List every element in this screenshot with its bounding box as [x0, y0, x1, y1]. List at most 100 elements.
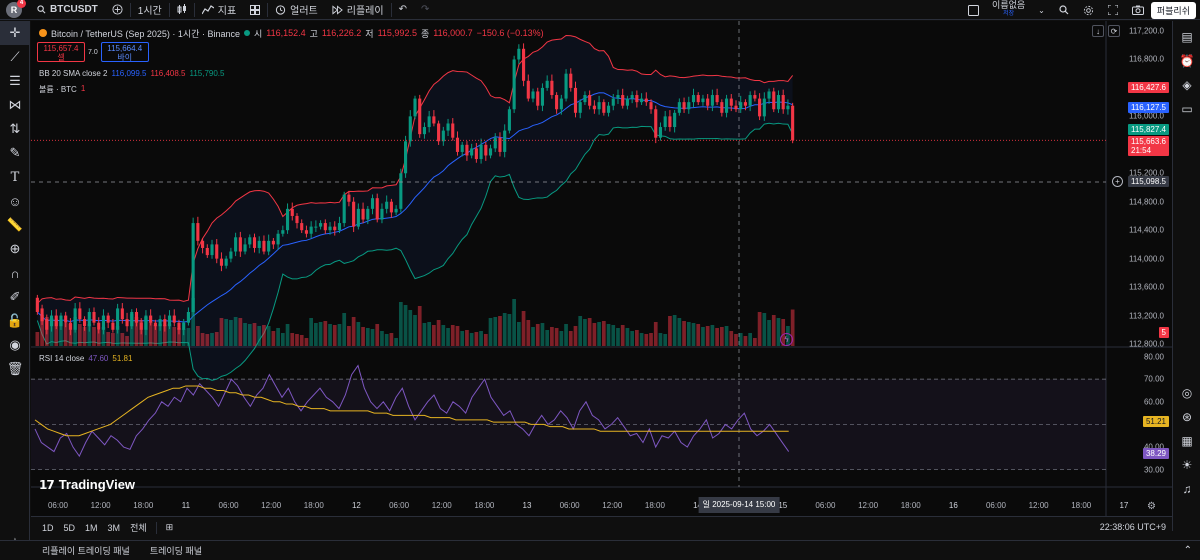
range-5d[interactable]: 5D: [63, 522, 76, 533]
emoji-tool[interactable]: ☺: [0, 189, 30, 213]
chat-button[interactable]: ▭: [1173, 97, 1200, 121]
candle-body: [432, 116, 436, 124]
lightning-icon[interactable]: ϟ: [780, 333, 793, 346]
symbol-search-button[interactable]: BTCUSDT: [30, 0, 105, 20]
measure-tool[interactable]: 📏: [0, 213, 30, 237]
collapse-panel-icon[interactable]: ⌃: [1183, 545, 1192, 556]
volume-bar: [502, 313, 507, 346]
range-1m[interactable]: 1M: [85, 522, 98, 533]
ideas-button[interactable]: ☀: [1173, 453, 1200, 477]
hotlist-button[interactable]: ◎: [1173, 381, 1200, 405]
chart-canvas[interactable]: [31, 21, 1172, 516]
fib-tool[interactable]: ☰: [0, 69, 30, 93]
candle-body: [739, 102, 743, 110]
notifications-button[interactable]: ♫: [1173, 477, 1200, 501]
volume-bar: [328, 324, 332, 346]
volume-bar: [776, 318, 781, 346]
volume-bar: [247, 324, 252, 346]
candle-body: [366, 208, 370, 220]
candle-body: [238, 237, 242, 252]
layout-menu-button[interactable]: ⌄: [1031, 0, 1052, 20]
volume-bar: [743, 336, 748, 346]
rsi-legend[interactable]: RSI 14 close 47.60 51.81: [39, 354, 133, 363]
text-tool[interactable]: T: [0, 165, 30, 189]
range-3m[interactable]: 3M: [107, 522, 121, 533]
trend-line-tool[interactable]: ⟋: [0, 45, 30, 69]
chart-pane[interactable]: Bitcoin / TetherUS (Sep 2025) · 1시간 · Bi…: [31, 21, 1172, 516]
sell-button[interactable]: 115,657.4 셀: [37, 42, 85, 62]
arrow-down-icon[interactable]: ↓: [1092, 25, 1104, 37]
chart-type-button[interactable]: [170, 0, 194, 20]
layout-name-button[interactable]: 이름없음 저장: [992, 0, 1026, 18]
time-tick-label: 12:00: [431, 501, 452, 510]
volume-bar: [262, 325, 266, 346]
volume-bar: [177, 328, 181, 346]
candle-body: [507, 109, 511, 131]
layout-toggle-button[interactable]: [961, 0, 986, 20]
indicators-button[interactable]: 지표: [195, 0, 243, 20]
volume-bar: [82, 327, 87, 346]
candle-body: [531, 91, 535, 99]
alerts-panel-button[interactable]: ⏰: [1173, 49, 1200, 73]
volume-bar: [512, 299, 516, 346]
chevron-down-icon: ⌄: [1038, 5, 1045, 15]
quick-search-button[interactable]: [1052, 0, 1076, 20]
clock-timezone[interactable]: 22:38:06 UTC+9: [1099, 522, 1166, 532]
volume-bar: [200, 333, 205, 346]
brush-tool[interactable]: ✎: [0, 141, 30, 165]
range-1d[interactable]: 1D: [42, 522, 54, 533]
volume-bar: [611, 325, 616, 346]
volume-bar: [63, 323, 68, 346]
refresh-icon[interactable]: ⟳: [1108, 25, 1120, 37]
date-range-button[interactable]: ⊞: [161, 522, 179, 533]
add-alert-icon[interactable]: +: [1112, 176, 1123, 187]
candle-body: [347, 194, 351, 202]
axis-settings-icon[interactable]: ⚙: [1147, 501, 1156, 512]
settings-button[interactable]: [1076, 0, 1101, 20]
calendar-button[interactable]: ▦: [1173, 429, 1200, 453]
rsi-tick-label: 40.00: [1144, 443, 1164, 452]
range-all[interactable]: 전체: [130, 523, 147, 533]
volume-bar: [601, 321, 606, 346]
candle-body: [474, 148, 478, 160]
compare-symbol-button[interactable]: [105, 0, 130, 20]
data-window-button[interactable]: ⊛: [1173, 405, 1200, 429]
templates-button[interactable]: [243, 0, 267, 20]
interval-button[interactable]: 1시간: [137, 6, 162, 17]
keep-drawing-tool[interactable]: ✐: [0, 285, 30, 309]
candle-body: [441, 130, 445, 142]
tab-replay-trading[interactable]: 리플레이 트레이딩 패널: [42, 546, 130, 556]
crosshair-tool[interactable]: ✛: [0, 21, 30, 45]
redo-button[interactable]: ↷: [414, 0, 436, 20]
layers-button[interactable]: ◈: [1173, 73, 1200, 97]
user-avatar[interactable]: R 4: [6, 0, 26, 18]
volume-bar: [186, 328, 191, 346]
lock-tool[interactable]: 🔓: [0, 309, 30, 333]
tab-trading-panel[interactable]: 트레이딩 패널: [149, 546, 202, 556]
alert-button[interactable]: 얼러트: [268, 0, 325, 20]
zoom-tool[interactable]: ⊕: [0, 237, 30, 261]
volume-bar: [483, 334, 488, 346]
screenshot-button[interactable]: [1125, 0, 1151, 20]
candle-body: [606, 105, 611, 113]
price-tick-label: 115,200.0: [1129, 168, 1164, 178]
candle-body: [281, 230, 285, 234]
candle-body: [583, 95, 587, 103]
volume-bar: [224, 319, 229, 346]
magnet-tool[interactable]: ∩: [0, 261, 30, 285]
bb-legend[interactable]: BB 20 SMA close 2 116,099.5 116,408.5 11…: [39, 69, 225, 78]
remove-tool[interactable]: 🗑: [0, 357, 30, 381]
volume-legend[interactable]: 볼륨 · BTC 1: [39, 84, 86, 94]
publish-button[interactable]: 퍼블리쉬: [1150, 1, 1196, 19]
buy-button[interactable]: 115,664.4 바이: [100, 42, 149, 62]
forecast-tool[interactable]: ⇅: [0, 117, 30, 141]
watchlist-button[interactable]: ▤: [1173, 25, 1200, 49]
trend-line-icon: ⟋: [10, 49, 20, 64]
pattern-tool[interactable]: ⋈: [0, 93, 30, 117]
undo-button[interactable]: ↶: [392, 0, 414, 20]
hide-tool[interactable]: ◉: [0, 333, 30, 357]
fullscreen-button[interactable]: [1101, 0, 1125, 20]
candle-body: [748, 95, 752, 106]
replay-button[interactable]: 리플레이: [325, 0, 391, 20]
symbol-title[interactable]: Bitcoin / TetherUS (Sep 2025) · 1시간 · Bi…: [51, 28, 240, 39]
